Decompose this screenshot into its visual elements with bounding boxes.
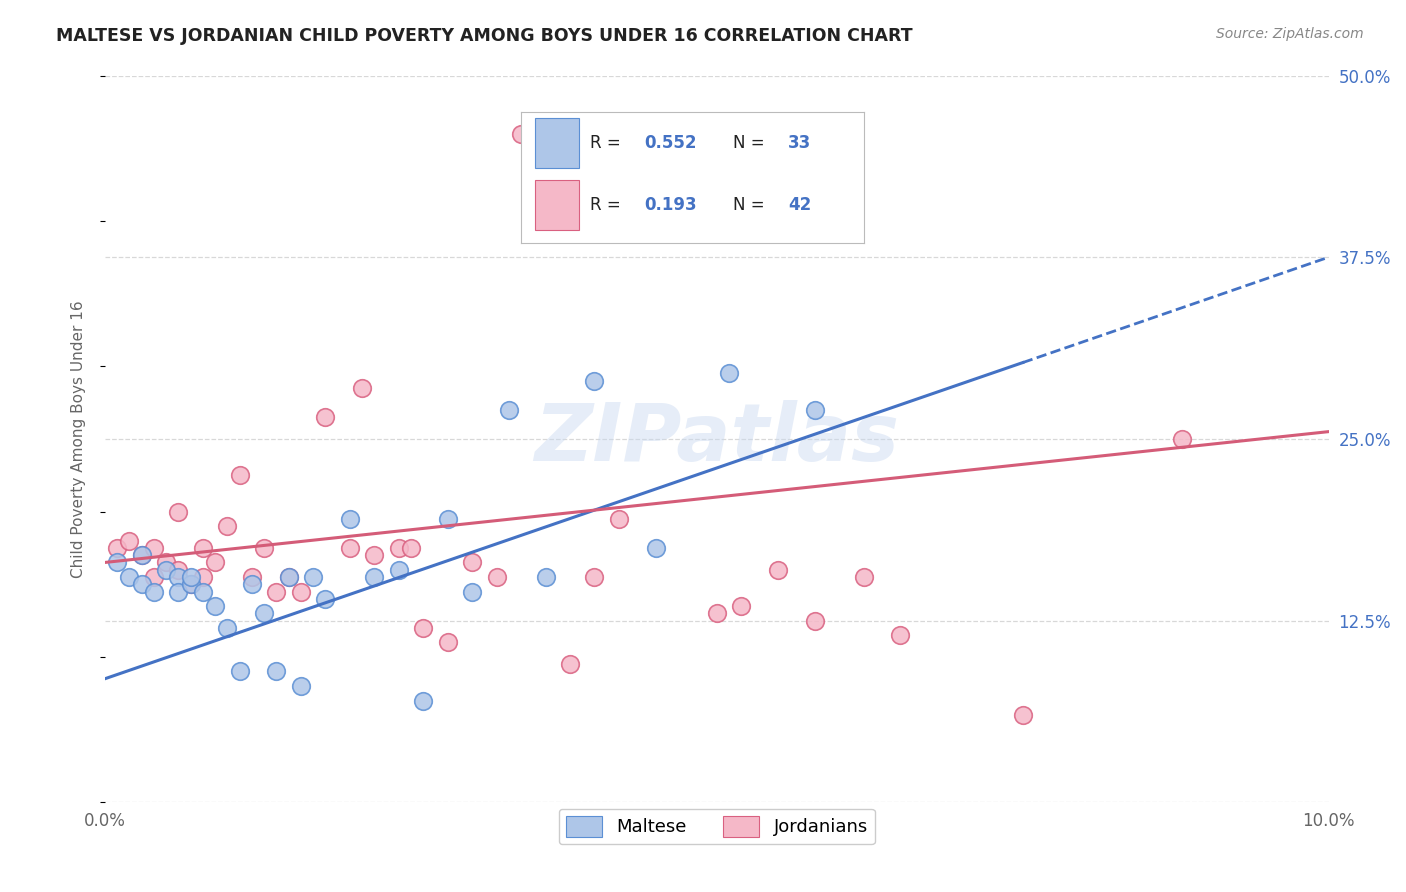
Point bbox=[339, 512, 361, 526]
Point bbox=[339, 541, 361, 555]
Point bbox=[167, 505, 190, 519]
Point bbox=[388, 541, 411, 555]
Point bbox=[436, 512, 458, 526]
Point bbox=[204, 599, 226, 613]
Point bbox=[314, 410, 336, 425]
Point bbox=[803, 614, 825, 628]
Legend: Maltese, Jordanians: Maltese, Jordanians bbox=[558, 809, 875, 844]
Point bbox=[498, 402, 520, 417]
Point bbox=[180, 577, 202, 591]
Point bbox=[217, 519, 239, 533]
Point bbox=[277, 570, 299, 584]
Point bbox=[105, 541, 128, 555]
Point bbox=[766, 563, 789, 577]
Y-axis label: Child Poverty Among Boys Under 16: Child Poverty Among Boys Under 16 bbox=[72, 300, 86, 578]
Point bbox=[302, 570, 325, 584]
Point bbox=[167, 584, 190, 599]
Point bbox=[290, 584, 312, 599]
Text: MALTESE VS JORDANIAN CHILD POVERTY AMONG BOYS UNDER 16 CORRELATION CHART: MALTESE VS JORDANIAN CHILD POVERTY AMONG… bbox=[56, 27, 912, 45]
Point bbox=[191, 541, 214, 555]
Point bbox=[363, 548, 385, 562]
Point bbox=[142, 570, 165, 584]
Point bbox=[167, 570, 190, 584]
Point bbox=[155, 563, 177, 577]
Point bbox=[204, 556, 226, 570]
Point bbox=[266, 665, 288, 679]
Point bbox=[363, 570, 385, 584]
Point bbox=[852, 570, 875, 584]
Point bbox=[228, 468, 250, 483]
Point bbox=[131, 577, 153, 591]
Point bbox=[644, 541, 666, 555]
Point bbox=[167, 563, 190, 577]
Point bbox=[803, 402, 825, 417]
Text: Source: ZipAtlas.com: Source: ZipAtlas.com bbox=[1216, 27, 1364, 41]
Point bbox=[485, 570, 508, 584]
Point bbox=[180, 577, 202, 591]
Point bbox=[889, 628, 911, 642]
Point bbox=[314, 591, 336, 606]
Point bbox=[461, 556, 484, 570]
Point bbox=[217, 621, 239, 635]
Point bbox=[388, 563, 411, 577]
Point bbox=[583, 374, 606, 388]
Point bbox=[142, 541, 165, 555]
Point bbox=[191, 584, 214, 599]
Point bbox=[436, 635, 458, 649]
Text: ZIPatlas: ZIPatlas bbox=[534, 400, 900, 478]
Point bbox=[155, 556, 177, 570]
Point bbox=[118, 570, 141, 584]
Point bbox=[534, 141, 557, 155]
Point bbox=[558, 657, 581, 672]
Point bbox=[412, 621, 434, 635]
Point bbox=[266, 584, 288, 599]
Point bbox=[131, 548, 153, 562]
Point bbox=[131, 548, 153, 562]
Point bbox=[180, 570, 202, 584]
Point bbox=[118, 533, 141, 548]
Point bbox=[253, 607, 276, 621]
Point bbox=[583, 570, 606, 584]
Point bbox=[607, 512, 630, 526]
Point bbox=[1171, 432, 1194, 446]
Point bbox=[718, 367, 741, 381]
Point bbox=[730, 599, 752, 613]
Point bbox=[277, 570, 299, 584]
Point bbox=[1011, 708, 1033, 723]
Point bbox=[253, 541, 276, 555]
Point bbox=[191, 570, 214, 584]
Point bbox=[142, 584, 165, 599]
Point bbox=[228, 665, 250, 679]
Point bbox=[290, 679, 312, 693]
Point bbox=[534, 570, 557, 584]
Point bbox=[706, 607, 728, 621]
Point bbox=[350, 381, 373, 395]
Point bbox=[461, 584, 484, 599]
Point bbox=[510, 127, 533, 141]
Point bbox=[105, 556, 128, 570]
Point bbox=[240, 577, 263, 591]
Point bbox=[399, 541, 422, 555]
Point bbox=[240, 570, 263, 584]
Point bbox=[412, 693, 434, 707]
